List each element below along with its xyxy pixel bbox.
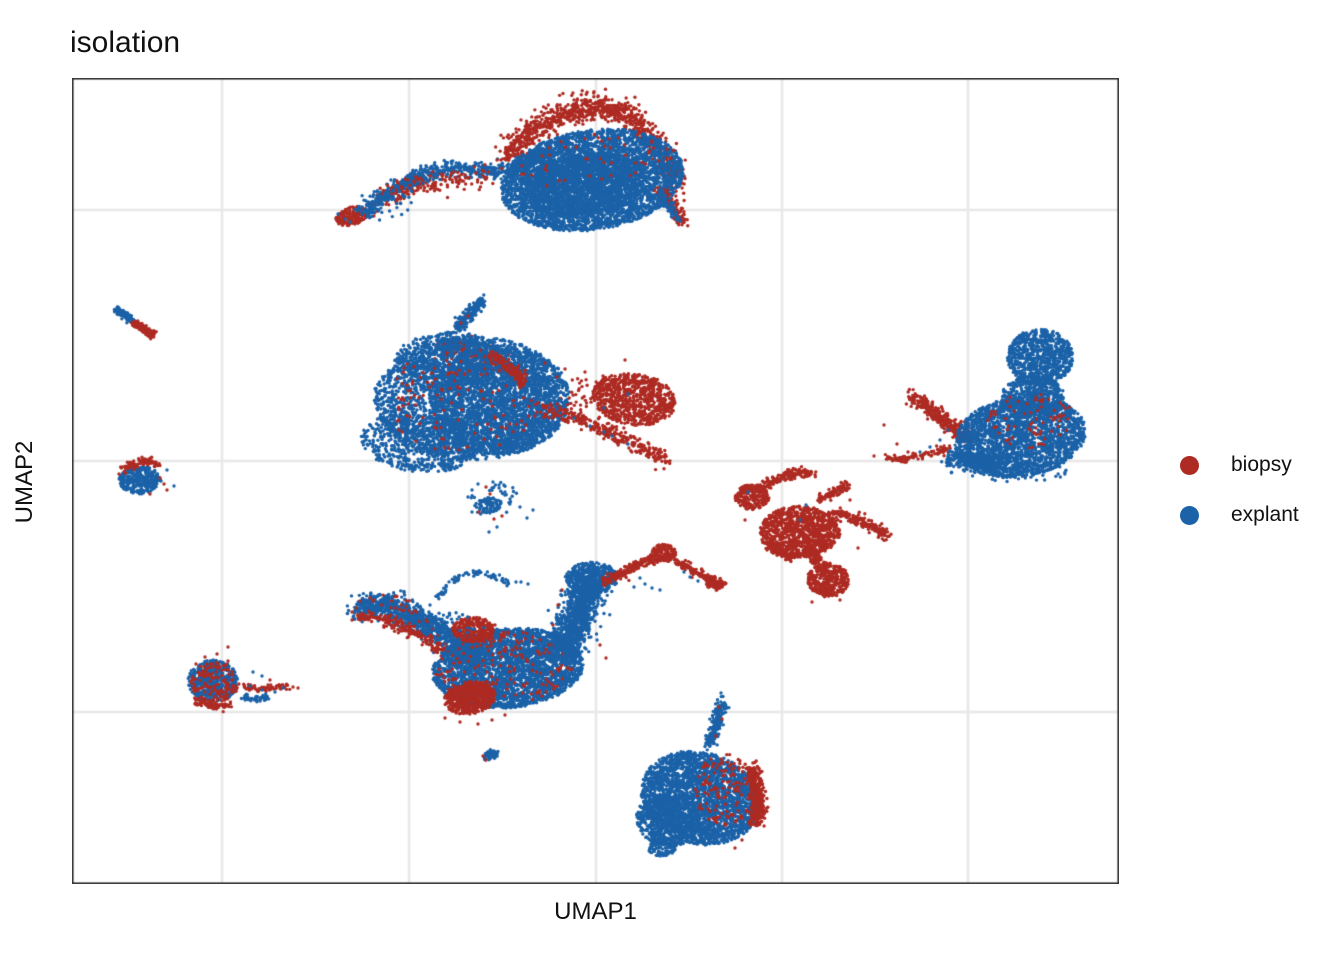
legend-item-biopsy: biopsy [1158,440,1344,490]
legend: biopsy explant [1158,440,1344,540]
plot-panel [72,78,1119,884]
plot-title: isolation [70,26,181,59]
legend-item-explant: explant [1158,490,1344,540]
explant-color-swatch [1180,505,1199,525]
legend-label-explant: explant [1231,503,1299,526]
y-axis-label: UMAP2 [11,440,38,524]
biopsy-color-swatch [1180,455,1199,475]
umap-scatter-canvas [72,78,1119,884]
legend-label-biopsy: biopsy [1231,453,1292,476]
x-axis-label: UMAP1 [554,898,637,925]
